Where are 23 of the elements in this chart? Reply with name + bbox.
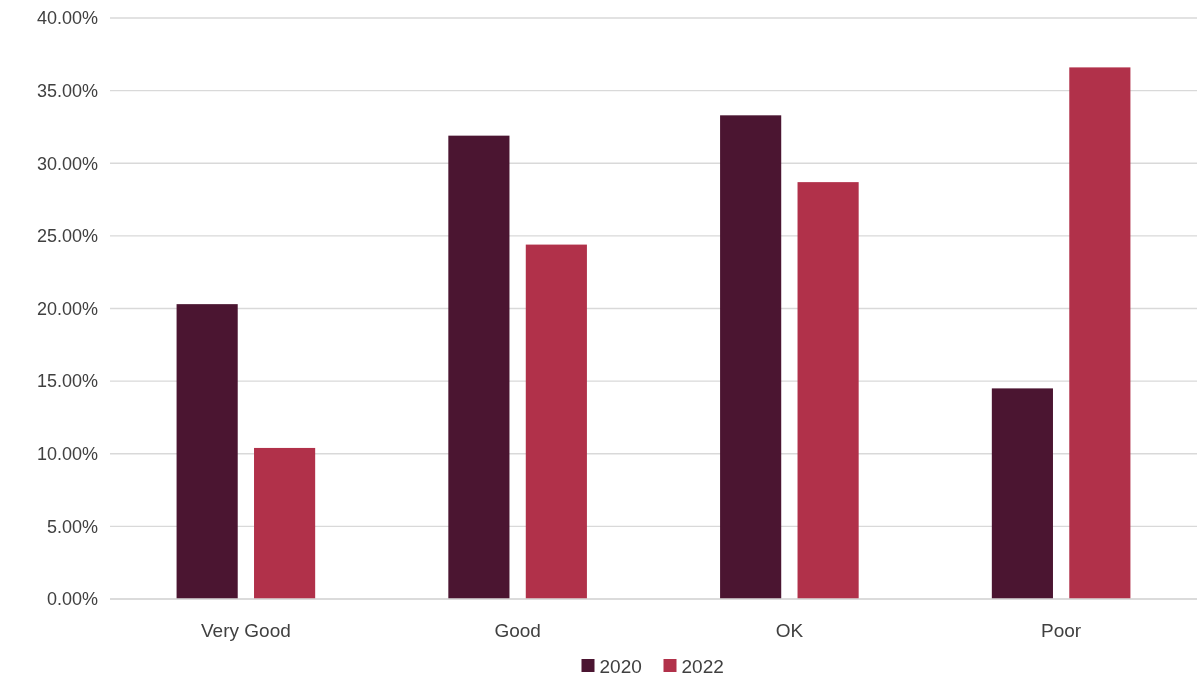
bar [720, 115, 782, 599]
legend-label: 2022 [681, 655, 724, 677]
bar [525, 244, 587, 599]
bar [1069, 67, 1131, 599]
y-tick-label: 15.00% [36, 371, 98, 392]
x-tick-label: Good [494, 620, 541, 641]
y-tick-label: 30.00% [36, 153, 98, 174]
y-tick-label: 0.00% [46, 589, 98, 610]
bar [991, 388, 1053, 599]
x-tick-label: Very Good [200, 620, 291, 641]
y-tick-label: 35.00% [36, 80, 98, 101]
y-tick-label: 25.00% [36, 226, 98, 247]
bar [448, 135, 510, 599]
bar [176, 304, 238, 599]
bar [797, 182, 859, 599]
y-tick-label: 5.00% [46, 516, 98, 537]
bar [254, 447, 316, 599]
x-tick-label: Poor [1041, 620, 1082, 641]
x-tick-label: OK [775, 620, 804, 641]
y-tick-label: 40.00% [36, 8, 98, 29]
y-tick-label: 10.00% [36, 444, 98, 465]
y-tick-label: 20.00% [36, 298, 98, 319]
legend-label: 2020 [599, 655, 642, 677]
